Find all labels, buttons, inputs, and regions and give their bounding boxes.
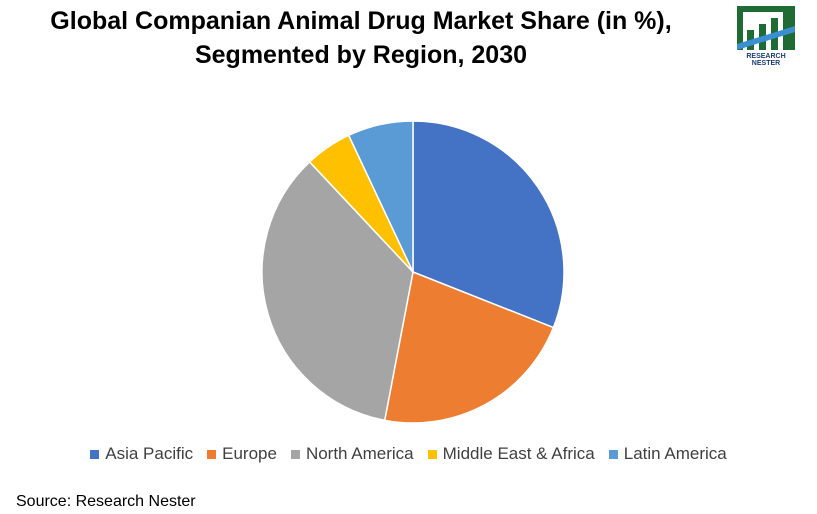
legend-item: Middle East & Africa: [427, 444, 595, 464]
legend-label: Asia Pacific: [105, 444, 194, 463]
research-nester-logo: RESEARCH NESTER: [737, 6, 795, 66]
legend: Asia Pacific Europe North America Middle Ea…: [0, 444, 817, 464]
legend-item: Latin America: [608, 444, 727, 464]
legend-item: Europe: [207, 444, 277, 464]
pie-slice-north-america: [261, 160, 414, 422]
legend-swatch: [608, 449, 618, 459]
legend-item: Asia Pacific: [90, 444, 193, 464]
title-line-1: Global Companian Animal Drug Market Shar…: [50, 7, 672, 35]
legend-swatch: [90, 449, 100, 459]
svg-text:RESEARCH: RESEARCH: [746, 53, 785, 60]
pie-slice-latin-america: [347, 120, 414, 273]
svg-text:NESTER: NESTER: [752, 60, 780, 66]
legend-label: Latin America: [623, 444, 727, 463]
title-line-2: Segmented by Region, 2030: [194, 41, 528, 69]
source-note: Source: Research Nester: [16, 493, 196, 510]
pie-slice-europe: [383, 270, 555, 424]
legend-item: North America: [290, 444, 414, 464]
legend-swatch: [207, 449, 217, 459]
legend-label: North America: [305, 444, 414, 463]
legend-swatch: [290, 449, 300, 459]
pie-slice-asia-pacific: [412, 120, 565, 329]
legend-label: Middle East & Africa: [442, 444, 595, 463]
chart-title: Global Companian Animal Drug Market Shar…: [0, 4, 722, 72]
pie-chart: [261, 120, 565, 424]
legend-label: Europe: [222, 444, 277, 463]
legend-swatch: [427, 449, 437, 459]
